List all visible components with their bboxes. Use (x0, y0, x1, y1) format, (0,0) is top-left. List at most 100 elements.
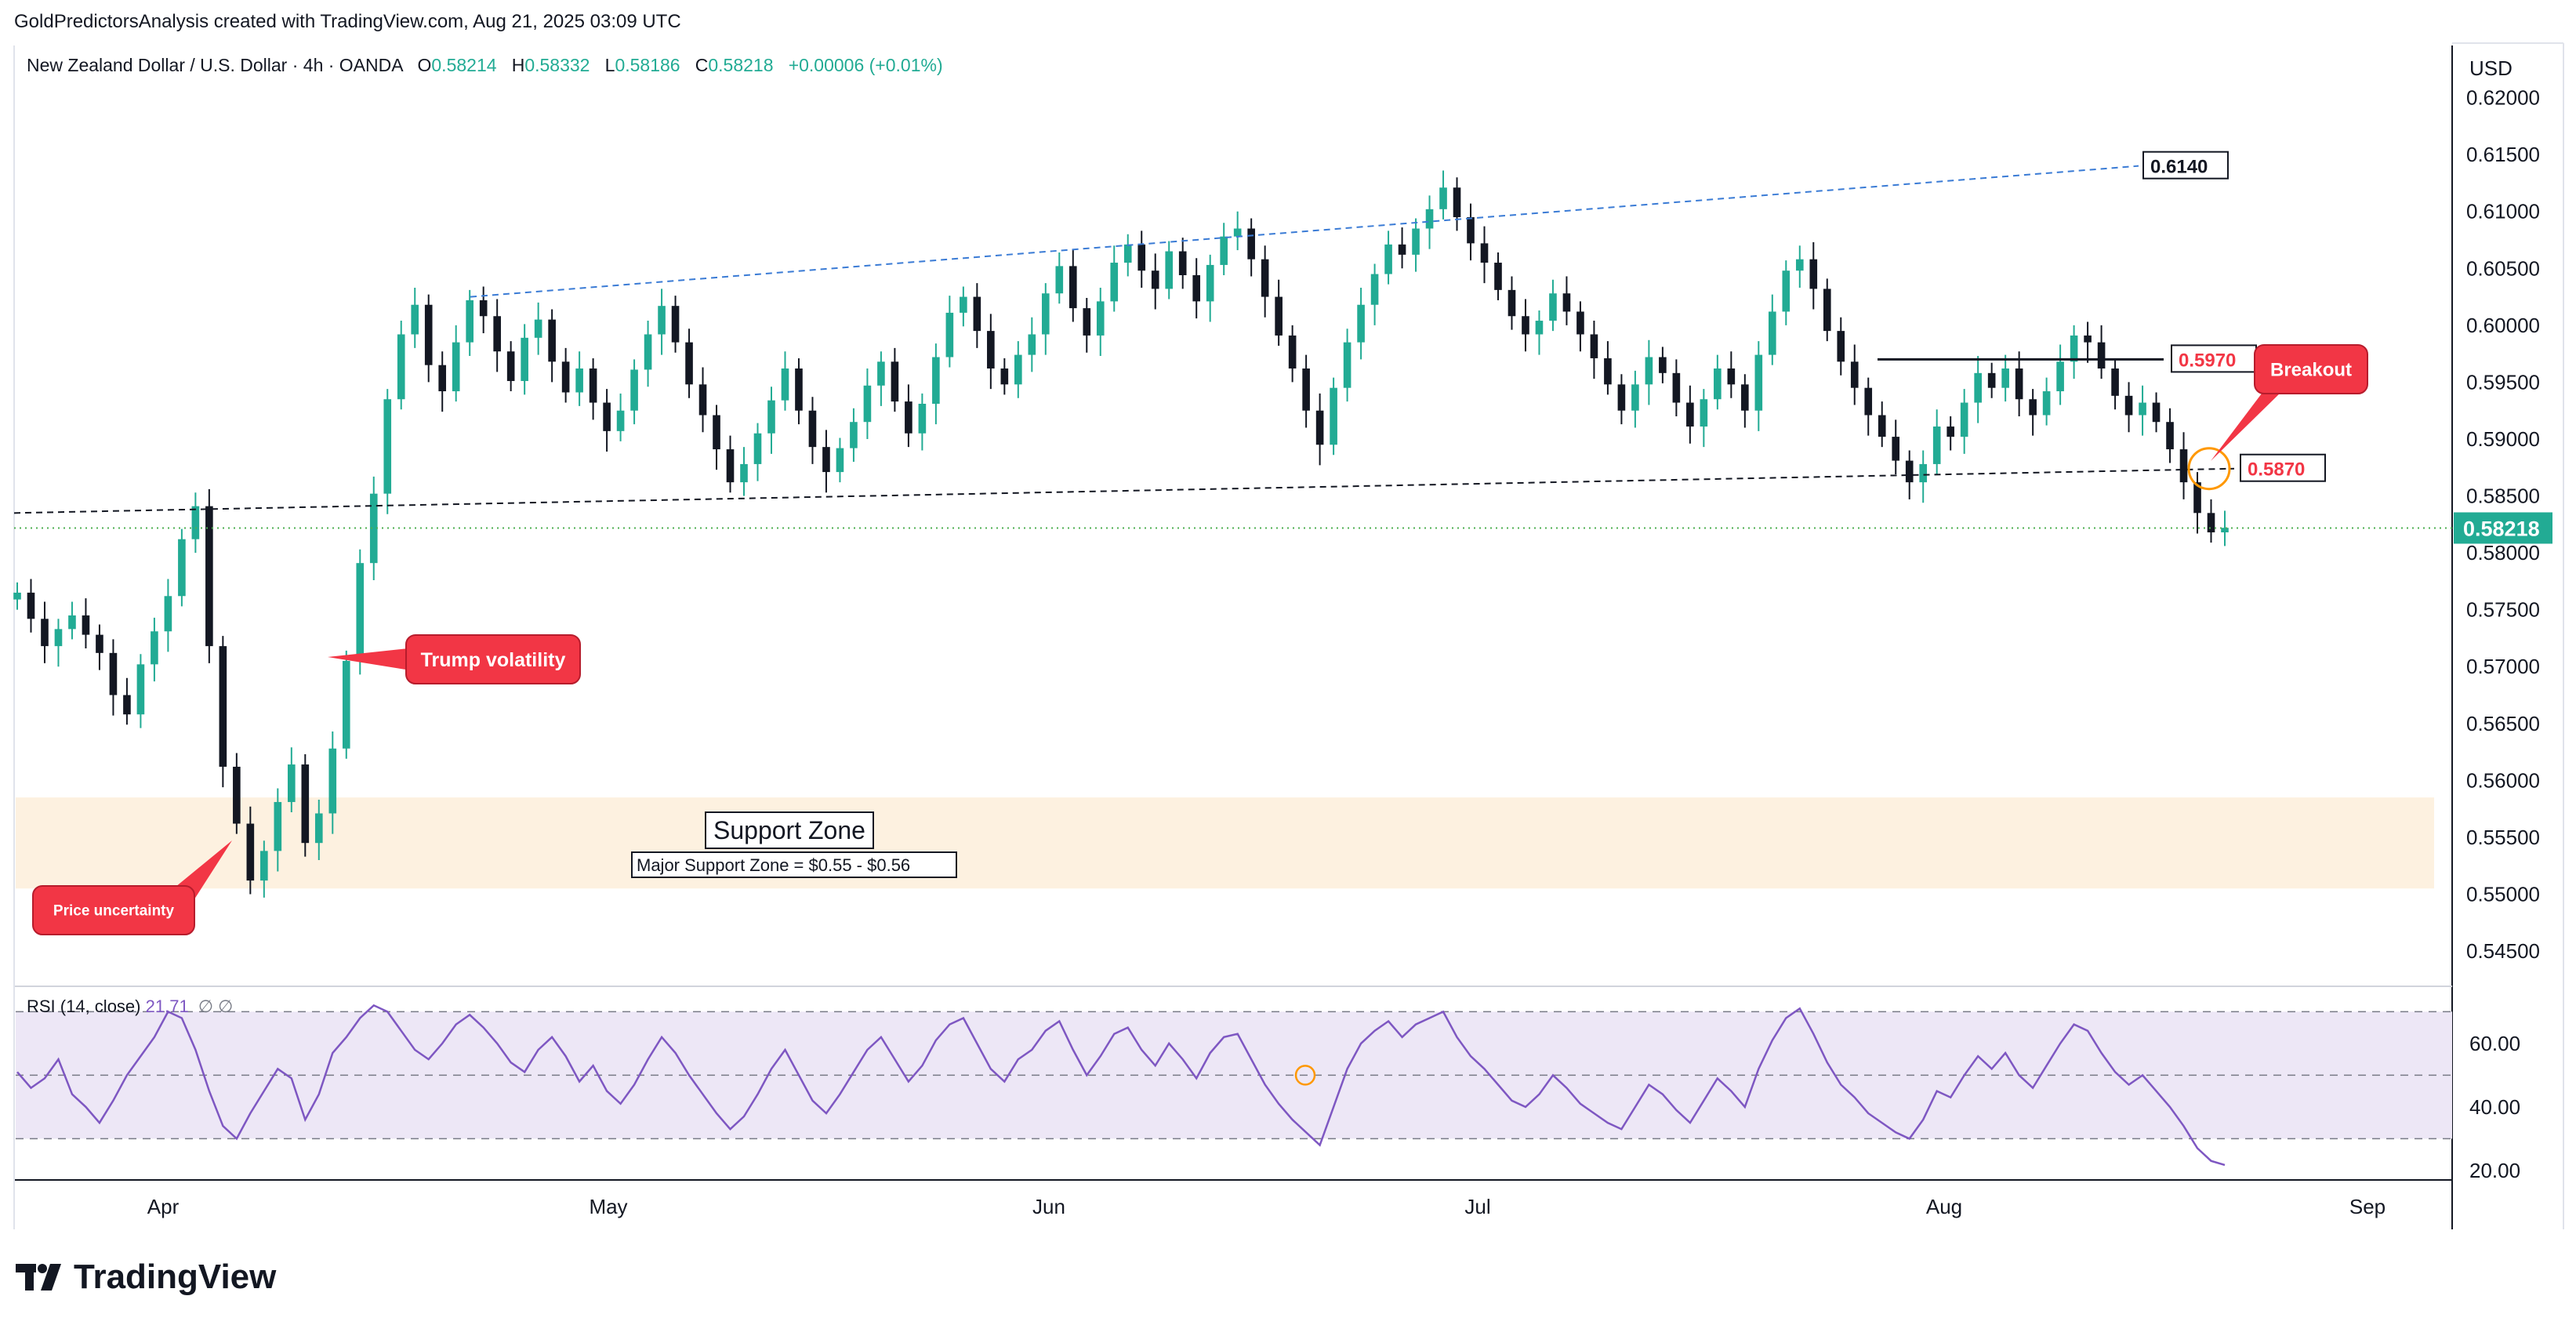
candle-body (2124, 395, 2133, 416)
candle-body (1178, 251, 1187, 276)
candle-body (808, 410, 817, 448)
high-label: H (511, 55, 525, 75)
candle-body (1110, 263, 1119, 302)
candle-body (1850, 361, 1859, 388)
candle-body (369, 493, 378, 564)
candle-body (1220, 236, 1228, 265)
candle-body (109, 652, 118, 695)
candle-body (1823, 289, 1831, 332)
tradingview-logo[interactable]: TradingView (16, 1258, 276, 1297)
candle-body (726, 449, 735, 483)
candle-body (1878, 415, 1886, 437)
candle-body (1905, 460, 1914, 483)
candle-body (1494, 263, 1502, 290)
candle-body (2029, 399, 2037, 416)
candle-body (767, 400, 775, 434)
candle-body (1727, 368, 1736, 385)
rsi-value: 21.71 (145, 996, 189, 1016)
candle-body (191, 506, 200, 539)
brand-name: TradingView (74, 1258, 277, 1296)
rsi-y-tick-label: 40.00 (2469, 1095, 2520, 1119)
low-value: 0.58186 (615, 55, 680, 75)
candle-body (411, 304, 419, 335)
support-zone (16, 797, 2434, 889)
candle-body (1659, 357, 1667, 373)
candle-body (2042, 391, 2051, 416)
candle-body (493, 316, 501, 352)
support-trendline-label: 0.5870 (2248, 459, 2305, 481)
y-tick-label: 0.62000 (2466, 86, 2540, 110)
candle-body (1919, 463, 1928, 483)
candle-body (1343, 342, 1351, 388)
trump-volatility-callout: Trump volatility (421, 649, 566, 671)
candle-body (795, 368, 803, 411)
candle-body (2015, 368, 2023, 400)
price-uncertainty-callout-bubble (32, 885, 195, 935)
last-price-value: 0.58218 (2463, 517, 2540, 540)
candle-body (1192, 275, 1201, 302)
candle-body (1809, 259, 1818, 289)
candle-body (1864, 387, 1873, 416)
candle-body (1604, 358, 1612, 385)
candle-body (178, 539, 186, 597)
candle-body (1932, 427, 1941, 464)
candle-body (1137, 244, 1146, 271)
support-zone-title-box (705, 811, 874, 849)
candle-body (1837, 331, 1845, 362)
candle-body (466, 299, 474, 343)
candle-body (1960, 402, 1968, 437)
price-uncertainty-callout: Price uncertainty (53, 903, 175, 920)
candle-body (753, 433, 762, 464)
candle-body (233, 766, 241, 824)
candle-body (2084, 335, 2092, 343)
candle-body (671, 306, 680, 343)
candle-body (1576, 311, 1584, 335)
y-tick-label: 0.58500 (2466, 485, 2540, 508)
candle-body (1631, 384, 1639, 411)
candle-body (342, 660, 350, 749)
x-tick-label: Aug (1926, 1195, 1962, 1218)
trump-volatility-callout-pointer (328, 648, 415, 671)
rsi-marker-circle (1294, 1065, 1316, 1086)
close-label: C (695, 55, 709, 75)
candle-body (1151, 270, 1159, 289)
candle-body (2152, 402, 2161, 423)
candle-body (2193, 482, 2201, 514)
candle-body (1686, 402, 1694, 427)
candle-body (1590, 334, 1598, 358)
candle-body (561, 361, 570, 393)
candle-body (932, 357, 940, 404)
candle-body (2056, 361, 2064, 392)
candle-body (836, 448, 844, 473)
candle-body (548, 319, 556, 362)
trump-volatility-callout-bubble (405, 634, 581, 684)
close-value: 0.58218 (708, 55, 774, 75)
candle-body (1275, 296, 1283, 336)
open-value: 0.58214 (431, 55, 497, 75)
x-tick-label: May (589, 1195, 627, 1218)
y-tick-label: 0.55000 (2466, 883, 2540, 906)
y-tick-label: 0.59000 (2466, 427, 2540, 451)
candle-body (1123, 244, 1132, 263)
candle-body (438, 365, 447, 392)
candle-body (1206, 264, 1214, 302)
candle-body (27, 592, 35, 619)
low-label: L (604, 55, 615, 75)
candle-body (630, 369, 638, 411)
candle-body (713, 415, 720, 450)
candle-body (479, 299, 488, 317)
symbol-legend: New Zealand Dollar / U.S. Dollar · 4h · … (27, 55, 943, 76)
x-tick-label: Jun (1032, 1195, 1065, 1218)
candle-body (1892, 437, 1900, 461)
candle-body (740, 463, 748, 483)
candle-body (1000, 368, 1009, 385)
candle-body (1480, 243, 1489, 263)
high-value: 0.58332 (524, 55, 590, 75)
rsi-settings-icon[interactable]: ∅ ∅ (198, 996, 234, 1016)
candle-body (68, 615, 76, 630)
candle-body (452, 342, 460, 392)
candle-body (424, 304, 433, 365)
candle-body (644, 334, 652, 370)
candle-body (164, 596, 172, 632)
